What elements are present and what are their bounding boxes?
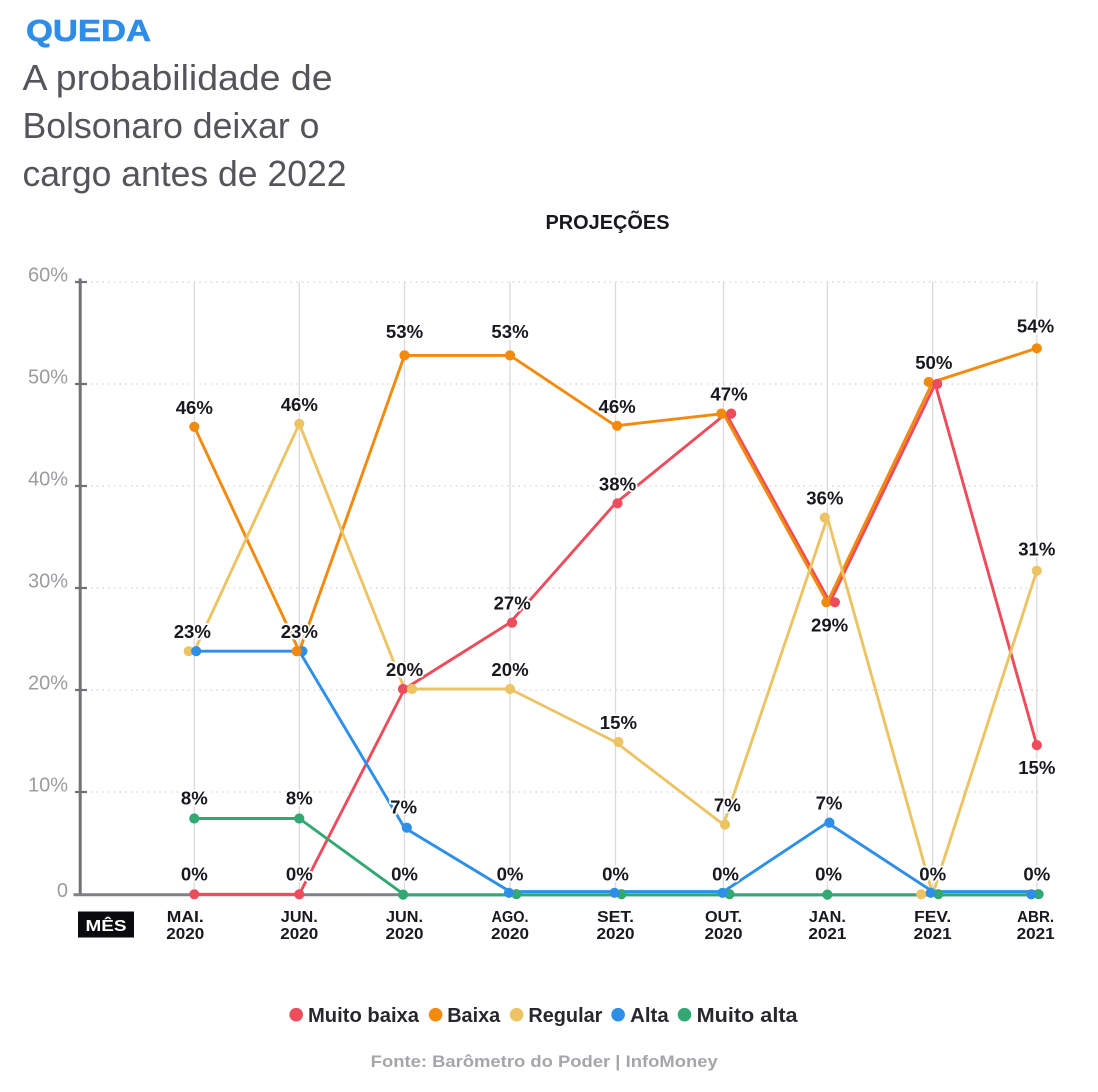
svg-text:20%: 20% (491, 659, 529, 680)
svg-text:50%: 50% (28, 367, 68, 389)
svg-text:cargo antes de 2022: cargo antes de 2022 (23, 153, 347, 194)
svg-text:15%: 15% (600, 712, 638, 733)
svg-text:JAN.: JAN. (809, 909, 846, 926)
svg-text:2021: 2021 (914, 926, 952, 943)
svg-text:7%: 7% (714, 795, 741, 816)
svg-text:2020: 2020 (280, 926, 318, 943)
svg-text:23%: 23% (174, 621, 212, 642)
svg-text:0%: 0% (1023, 864, 1050, 885)
svg-text:Fonte: Barômetro do Poder | In: Fonte: Barômetro do Poder | InfoMoney (371, 1052, 719, 1071)
svg-text:15%: 15% (1018, 757, 1056, 778)
svg-text:FEV.: FEV. (914, 909, 951, 926)
svg-text:0%: 0% (815, 864, 842, 885)
svg-text:AGO.: AGO. (492, 909, 529, 926)
svg-text:Muito baixa: Muito baixa (308, 1005, 420, 1027)
svg-text:27%: 27% (494, 593, 532, 614)
svg-text:53%: 53% (386, 321, 424, 342)
svg-text:2020: 2020 (386, 926, 424, 943)
svg-text:0%: 0% (181, 864, 208, 885)
svg-text:7%: 7% (390, 797, 417, 818)
svg-text:36%: 36% (806, 488, 844, 509)
svg-text:2021: 2021 (1017, 926, 1055, 943)
svg-text:8%: 8% (181, 788, 208, 809)
svg-text:50%: 50% (915, 352, 953, 373)
svg-text:8%: 8% (286, 788, 313, 809)
svg-text:60%: 60% (28, 265, 68, 287)
svg-text:53%: 53% (491, 321, 529, 342)
svg-text:23%: 23% (281, 621, 319, 642)
svg-text:0%: 0% (712, 864, 739, 885)
svg-text:2020: 2020 (705, 926, 743, 943)
svg-text:0%: 0% (602, 864, 629, 885)
svg-text:OUT.: OUT. (705, 909, 742, 926)
svg-text:2020: 2020 (491, 926, 529, 943)
svg-text:SET.: SET. (597, 909, 634, 926)
svg-text:30%: 30% (28, 571, 68, 593)
svg-text:Bolsonaro deixar o: Bolsonaro deixar o (23, 105, 320, 146)
svg-text:31%: 31% (1018, 539, 1056, 560)
svg-text:20%: 20% (28, 673, 68, 695)
svg-text:QUEDA: QUEDA (26, 13, 151, 48)
svg-text:MAI.: MAI. (167, 909, 204, 926)
svg-text:46%: 46% (281, 394, 319, 415)
svg-text:10%: 10% (28, 775, 68, 797)
svg-text:38%: 38% (599, 473, 637, 494)
svg-text:2020: 2020 (166, 926, 204, 943)
svg-text:ABR.: ABR. (1017, 909, 1054, 926)
svg-text:46%: 46% (176, 397, 214, 418)
svg-text:A probabilidade de: A probabilidade de (23, 57, 333, 98)
svg-text:0%: 0% (919, 864, 946, 885)
svg-text:0%: 0% (497, 864, 524, 885)
svg-text:Baixa: Baixa (447, 1005, 501, 1027)
svg-text:0: 0 (57, 880, 68, 902)
svg-text:MÊS: MÊS (86, 917, 127, 935)
svg-text:7%: 7% (816, 793, 843, 814)
svg-text:0%: 0% (286, 864, 313, 885)
svg-text:20%: 20% (386, 659, 424, 680)
svg-text:JUN.: JUN. (386, 909, 423, 926)
svg-text:2021: 2021 (808, 926, 846, 943)
svg-text:0%: 0% (391, 864, 418, 885)
svg-text:46%: 46% (598, 396, 636, 417)
svg-text:29%: 29% (811, 614, 849, 635)
svg-text:47%: 47% (710, 384, 748, 405)
svg-text:Alta: Alta (630, 1005, 669, 1027)
svg-text:2020: 2020 (597, 926, 635, 943)
svg-text:PROJEÇÕES: PROJEÇÕES (546, 210, 670, 234)
svg-text:Regular: Regular (528, 1005, 602, 1027)
svg-text:JUN.: JUN. (281, 909, 318, 926)
svg-text:40%: 40% (28, 469, 68, 491)
svg-text:54%: 54% (1017, 316, 1055, 337)
svg-text:Muito alta: Muito alta (697, 1005, 799, 1027)
